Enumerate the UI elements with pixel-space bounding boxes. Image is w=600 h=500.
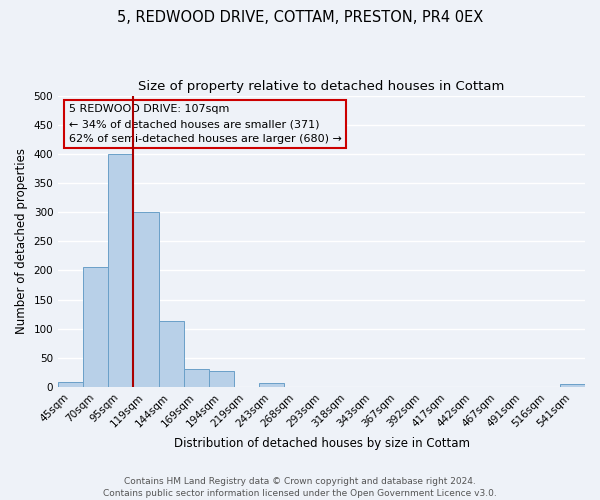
Bar [83, 268, 109, 387]
Bar [184, 370, 209, 387]
Title: Size of property relative to detached houses in Cottam: Size of property relative to detached ho… [139, 80, 505, 93]
Text: Contains HM Land Registry data © Crown copyright and database right 2024.
Contai: Contains HM Land Registry data © Crown c… [103, 476, 497, 498]
Y-axis label: Number of detached properties: Number of detached properties [15, 148, 28, 334]
X-axis label: Distribution of detached houses by size in Cottam: Distribution of detached houses by size … [173, 437, 470, 450]
Bar [133, 212, 158, 387]
Bar [109, 154, 133, 387]
Bar [158, 321, 184, 387]
Text: 5 REDWOOD DRIVE: 107sqm
← 34% of detached houses are smaller (371)
62% of semi-d: 5 REDWOOD DRIVE: 107sqm ← 34% of detache… [69, 104, 341, 144]
Bar [560, 384, 585, 387]
Bar [209, 371, 234, 387]
Bar [58, 382, 83, 387]
Text: 5, REDWOOD DRIVE, COTTAM, PRESTON, PR4 0EX: 5, REDWOOD DRIVE, COTTAM, PRESTON, PR4 0… [117, 10, 483, 25]
Bar [259, 383, 284, 387]
